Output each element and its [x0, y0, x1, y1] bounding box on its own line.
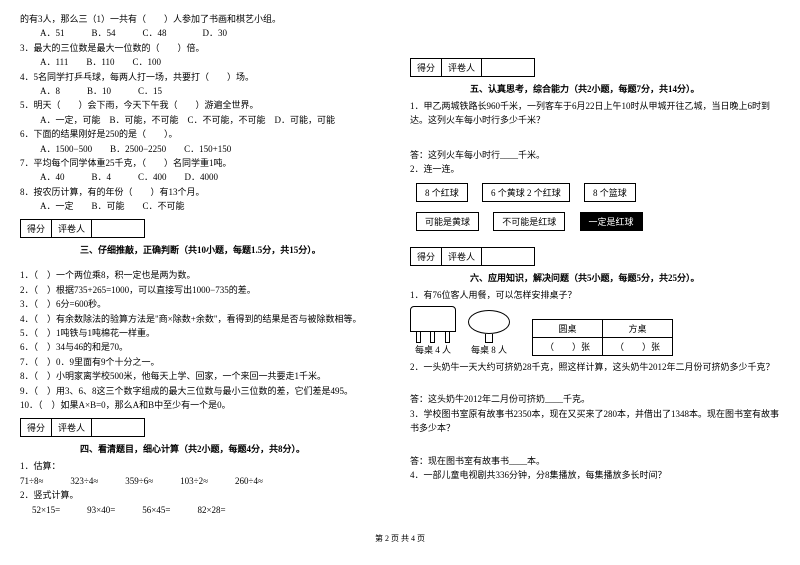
score-box-3: 得分 评卷人 [20, 219, 145, 238]
q7: 7．平均每个同学体重25千克，（ ）名同学重1吨。 [20, 156, 390, 170]
score-blank [482, 59, 534, 76]
box1: 8 个红球 [416, 183, 468, 202]
j3: 3．（ ）6分=600秒。 [20, 297, 390, 311]
td-round: （ ）张 [533, 337, 603, 355]
score-label: 得分 [411, 248, 442, 265]
desk-table: 圆桌方桌 （ ）张（ ）张 [532, 319, 673, 356]
j2: 2．（ ）根据735+265=1000，可以直接写出1000−735的差。 [20, 283, 390, 297]
q3-opts: A．111 B．110 C．100 [40, 55, 390, 69]
box3: 8 个篮球 [584, 183, 636, 202]
score-blank [92, 419, 144, 436]
q4: 4．5名同学打乒乓球，每两人打一场，共要打（ ）场。 [20, 70, 390, 84]
square-desk-icon: 每桌 4 人 [410, 306, 456, 356]
section-4-title: 四、看清题目，细心计算（共2小题，每题4分，共8分）。 [80, 442, 390, 455]
q7-opts: A．40 B．4 C．400 D．4000 [40, 170, 390, 184]
q5: 5．明天（ ）会下雨，今天下午我（ ）游遍全世界。 [20, 98, 390, 112]
left-column: 的有3人，那么三（1）一共有（ ）人参加了书画和棋艺小组。 A．51 B．54 … [20, 12, 390, 517]
score-box-6: 得分 评卷人 [410, 247, 535, 266]
calc1-row: 71÷8≈ 323÷4≈ 359÷6≈ 103÷2≈ 260÷4≈ [20, 474, 390, 488]
calc2: 2．竖式计算。 [20, 488, 390, 502]
q2-intro: 的有3人，那么三（1）一共有（ ）人参加了书画和棋艺小组。 [20, 12, 390, 26]
box5: 不可能是红球 [493, 212, 565, 231]
q6-1: 1．有76位客人用餐，可以怎样安排桌子？ [410, 288, 780, 302]
ans6-2: 答：这头奶牛2012年二月份可挤奶____千克。 [410, 392, 780, 406]
calc2-row: 52×15= 93×40= 56×45= 82×28= [32, 503, 390, 517]
judge-label: 评卷人 [52, 220, 92, 237]
q6: 6．下面的结果刚好是250的是（ ）。 [20, 127, 390, 141]
box6: 一定是红球 [580, 212, 643, 231]
score-blank [92, 220, 144, 237]
judge-label: 评卷人 [52, 419, 92, 436]
desk4-label: 每桌 4 人 [410, 343, 456, 356]
j6: 6．（ ）34与46的和是70。 [20, 340, 390, 354]
j10: 10．（ ）如果A×B=0，那么A和B中至少有一个是0。 [20, 398, 390, 412]
q8: 8．按农历计算，有的年份（ ）有13个月。 [20, 185, 390, 199]
right-column: 得分 评卷人 五、认真思考，综合能力（共2小题，每题7分，共14分）。 1．甲乙… [410, 12, 780, 517]
q6-3: 3．学校图书室原有故事书2350本，现在又买来了280本，并借出了1348本。现… [410, 407, 780, 436]
q4-opts: A．8 B．10 C．15 [40, 84, 390, 98]
q2-opts: A．51 B．54 C．48 D．30 [40, 26, 390, 40]
box4: 可能是黄球 [416, 212, 479, 231]
th-round: 圆桌 [533, 319, 603, 337]
ans5-1: 答：这列火车每小时行____千米。 [410, 148, 780, 162]
score-box-4: 得分 评卷人 [20, 418, 145, 437]
q6-opts: A．1500−500 B．2500−2250 C．150+150 [40, 142, 390, 156]
judge-label: 评卷人 [442, 248, 482, 265]
box2: 6 个黄球 2 个红球 [482, 183, 570, 202]
j5: 5．（ ）1吨铁与1吨棉花一样重。 [20, 326, 390, 340]
q5-2: 2．连一连。 [410, 162, 780, 176]
q5-1: 1．甲乙两城铁路长960千米，一列客车于6月22日上午10时从甲城开往乙城，当日… [410, 99, 780, 128]
q6-2: 2．一头奶牛一天大约可挤奶28千克，照这样计算，这头奶牛2012年二月份可挤奶多… [410, 360, 780, 374]
th-square: 方桌 [603, 319, 673, 337]
j8: 8．（ ）小明家离学校500米，他每天上学、回家，一个来回一共要走1千米。 [20, 369, 390, 383]
ans6-3: 答：现在图书室有故事书____本。 [410, 454, 780, 468]
page-footer: 第 2 页 共 4 页 [0, 533, 800, 544]
j9: 9．（ ）用3、6、8这三个数字组成的最大三位数与最小三位数的差，它们差是495… [20, 384, 390, 398]
score-label: 得分 [21, 220, 52, 237]
section-5-title: 五、认真思考，综合能力（共2小题，每题7分，共14分）。 [470, 82, 780, 95]
score-label: 得分 [21, 419, 52, 436]
round-desk-icon: 每桌 8 人 [468, 310, 510, 356]
calc1: 1．估算： [20, 459, 390, 473]
q3: 3．最大的三位数是最大一位数的（ ）倍。 [20, 41, 390, 55]
q8-opts: A．一定 B．可能 C．不可能 [40, 199, 390, 213]
score-label: 得分 [411, 59, 442, 76]
judge-label: 评卷人 [442, 59, 482, 76]
desk8-label: 每桌 8 人 [468, 343, 510, 356]
section-6-title: 六、应用知识，解决问题（共5小题，每题5分，共25分）。 [470, 271, 780, 284]
section-3-title: 三、仔细推敲，正确判断（共10小题，每题1.5分，共15分）。 [80, 243, 390, 256]
q6-4: 4．一部儿童电视剧共336分钟，分8集播放，每集播放多长时间？ [410, 468, 780, 482]
j4: 4．（ ）有余数除法的验算方法是"商×除数+余数"，看得到的结果是否与被除数相等… [20, 312, 390, 326]
q5-opts: A．一定，可能 B．可能，不可能 C．不可能，不可能 D．可能，可能 [40, 113, 390, 127]
score-blank [482, 248, 534, 265]
score-box-5: 得分 评卷人 [410, 58, 535, 77]
td-square: （ ）张 [603, 337, 673, 355]
j7: 7．（ ）0．9里面有9个十分之一。 [20, 355, 390, 369]
j1: 1．（ ）一个两位乘8，积一定也是两为数。 [20, 268, 390, 282]
